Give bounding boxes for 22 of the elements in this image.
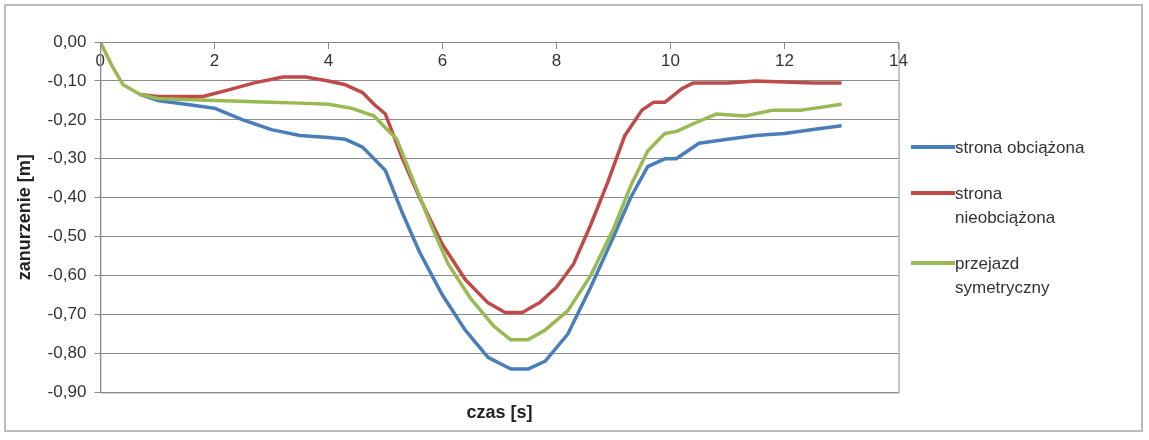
y-tick-label: -0,10 (47, 70, 87, 90)
legend-label: przejazd symetryczny (955, 253, 1051, 299)
y-tick-label: -0,50 (47, 226, 87, 246)
x-tick-label: 12 (775, 50, 794, 70)
legend-label: strona obciążona (955, 137, 1086, 159)
y-axis-title: zanurzenie [m] (13, 154, 34, 281)
x-axis-title: czas [s] (466, 402, 533, 423)
y-tick-label: -0,70 (47, 304, 87, 324)
y-tick-label: -0,90 (47, 382, 87, 402)
y-tick-label: -0,30 (47, 148, 87, 168)
x-tick-label: 2 (209, 50, 220, 70)
x-tick-label: 6 (437, 50, 448, 70)
y-tick-label: -0,80 (47, 343, 87, 363)
x-tick-label: 10 (661, 50, 680, 70)
y-tick-label: -0,60 (47, 265, 87, 285)
x-tick-label: 8 (551, 50, 562, 70)
x-tick-label: 14 (889, 50, 909, 70)
x-tick-label: 4 (323, 50, 334, 70)
legend-label: strona nieobciążona (955, 183, 1057, 229)
y-tick-label: -0,20 (47, 109, 87, 129)
y-tick-label: 0,00 (53, 31, 87, 51)
y-tick-label: -0,40 (47, 187, 87, 207)
